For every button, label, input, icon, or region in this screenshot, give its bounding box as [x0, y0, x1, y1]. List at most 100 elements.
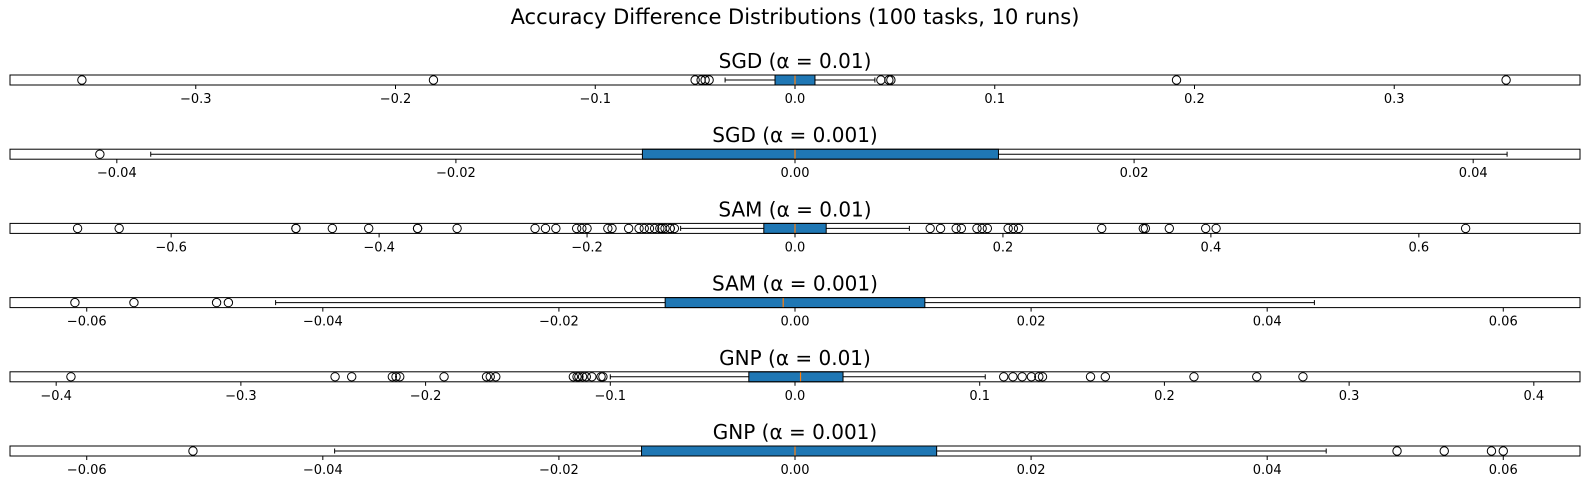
- subplot-6: GNP (α = 0.001) −0.06 −0.04 −0.02 0.00 0.02 0.…: [9, 420, 1581, 478]
- x-tick-label: −0.02: [539, 463, 579, 478]
- iqr-box: [641, 445, 938, 457]
- outlier-point: [1138, 223, 1149, 234]
- outlier-point: [972, 223, 982, 234]
- x-tick-label: 0.2: [993, 240, 1014, 255]
- outlier-point: [412, 223, 423, 234]
- outlier-point: [607, 223, 617, 234]
- figure-title: Accuracy Difference Distributions (100 t…: [510, 5, 1080, 29]
- outlier-point: [364, 223, 374, 234]
- x-tick-label: −0.04: [303, 315, 343, 330]
- outlier-point: [982, 223, 993, 234]
- outlier-point: [485, 372, 495, 382]
- x-tick-label: −0.1: [579, 92, 611, 107]
- x-tick-label: −0.02: [436, 166, 476, 181]
- outlier-point: [935, 223, 946, 234]
- outlier-point: [1439, 446, 1449, 456]
- x-tick-label: 0.00: [781, 166, 810, 181]
- subplot-title: SAM (α = 0.01): [718, 197, 871, 221]
- outlier-point: [568, 372, 579, 382]
- x-tick-label: −0.04: [303, 463, 343, 478]
- subplot-title: SGD (α = 0.01): [719, 49, 872, 73]
- x-tick-label: −0.2: [380, 92, 412, 107]
- outlier-point: [452, 223, 462, 234]
- x-tick-label: 0.3: [1339, 389, 1360, 404]
- outlier-point: [551, 223, 561, 234]
- outlier-point: [1486, 446, 1497, 456]
- outlier-point: [582, 223, 592, 234]
- outlier-point: [1100, 372, 1111, 382]
- outlier-point: [70, 297, 80, 308]
- outlier-point: [660, 223, 670, 234]
- outlier-point: [649, 223, 660, 234]
- x-tick-label: 0.4: [1201, 240, 1222, 255]
- outlier-point: [330, 372, 340, 382]
- x-tick-label: −0.1: [595, 389, 627, 404]
- outlier-point: [481, 372, 492, 382]
- x-tick-label: 0.2: [1154, 389, 1175, 404]
- x-tick-label: 0.1: [969, 389, 990, 404]
- outlier-point: [1164, 223, 1175, 234]
- outlier-point: [395, 372, 405, 382]
- subplot-3: SAM (α = 0.01) −0.6 −0.4 −0.2 0.0 0.2 0.4 0.6: [9, 197, 1581, 255]
- outlier-point: [95, 149, 105, 159]
- outlier-point: [1034, 372, 1044, 382]
- outlier-point: [587, 372, 597, 382]
- x-tick-label: 0.06: [1489, 315, 1518, 330]
- x-tick-label: 0.4: [1523, 389, 1544, 404]
- outlier-point: [391, 372, 401, 382]
- subplot-1: SGD (α = 0.01) −0.3 −0.2 −0.1 0.0 0.1 0.2 0.3: [9, 49, 1581, 107]
- outlier-point: [644, 223, 655, 234]
- subplot-title: SGD (α = 0.001): [712, 123, 877, 147]
- x-tick-label: −0.3: [180, 92, 212, 107]
- subplot-2: SGD (α = 0.001) −0.04 −0.02 0.00 0.02 0.04: [9, 123, 1581, 181]
- outlier-point: [77, 75, 87, 85]
- outlier-point: [700, 75, 710, 85]
- x-tick-label: 0.04: [1253, 463, 1282, 478]
- outlier-point: [999, 372, 1009, 382]
- outlier-point: [211, 297, 222, 308]
- outlier-point: [1189, 372, 1199, 382]
- x-tick-label: −0.2: [571, 240, 603, 255]
- outlier-point: [577, 372, 588, 382]
- outlier-point: [530, 223, 540, 234]
- outlier-point: [1097, 223, 1107, 234]
- outlier-point: [66, 372, 76, 382]
- outlier-point: [428, 75, 439, 85]
- outlier-point: [704, 75, 714, 85]
- outlier-point: [114, 223, 124, 234]
- subplot-5: GNP (α = 0.01) −0.4 −0.3 −0.2 −0.1 0.0 0.1 0.2 0…: [9, 346, 1581, 404]
- outlier-point: [188, 446, 198, 456]
- outlier-point: [327, 223, 338, 234]
- x-tick-label: 0.02: [1017, 315, 1046, 330]
- outlier-point: [1008, 372, 1018, 382]
- x-tick-label: −0.2: [410, 389, 442, 404]
- outlier-point: [571, 223, 582, 234]
- outlier-point: [596, 372, 606, 382]
- outlier-point: [1392, 446, 1402, 456]
- x-tick-label: 0.06: [1489, 463, 1518, 478]
- outlier-point: [491, 372, 501, 382]
- outlier-point: [876, 75, 886, 85]
- iqr-box: [748, 371, 844, 383]
- outlier-point: [1501, 75, 1511, 85]
- outlier-point: [623, 223, 634, 234]
- outlier-point: [1003, 223, 1013, 234]
- outlier-point: [581, 372, 591, 382]
- iqr-box: [664, 297, 926, 309]
- outlier-point: [1498, 446, 1508, 456]
- x-tick-label: 0.2: [1184, 92, 1205, 107]
- outlier-point: [347, 372, 357, 382]
- outlier-point: [1298, 372, 1308, 382]
- outlier-point: [1026, 372, 1037, 382]
- outlier-point: [439, 372, 449, 382]
- iqr-box: [641, 148, 999, 160]
- outlier-point: [129, 297, 139, 308]
- outlier-point: [1037, 372, 1048, 382]
- outlier-point: [639, 223, 649, 234]
- x-tick-label: 0.02: [1017, 463, 1046, 478]
- subplot-title: GNP (α = 0.01): [719, 346, 871, 370]
- outlier-point: [669, 223, 680, 234]
- outlier-point: [690, 75, 700, 85]
- outlier-point: [1200, 223, 1211, 234]
